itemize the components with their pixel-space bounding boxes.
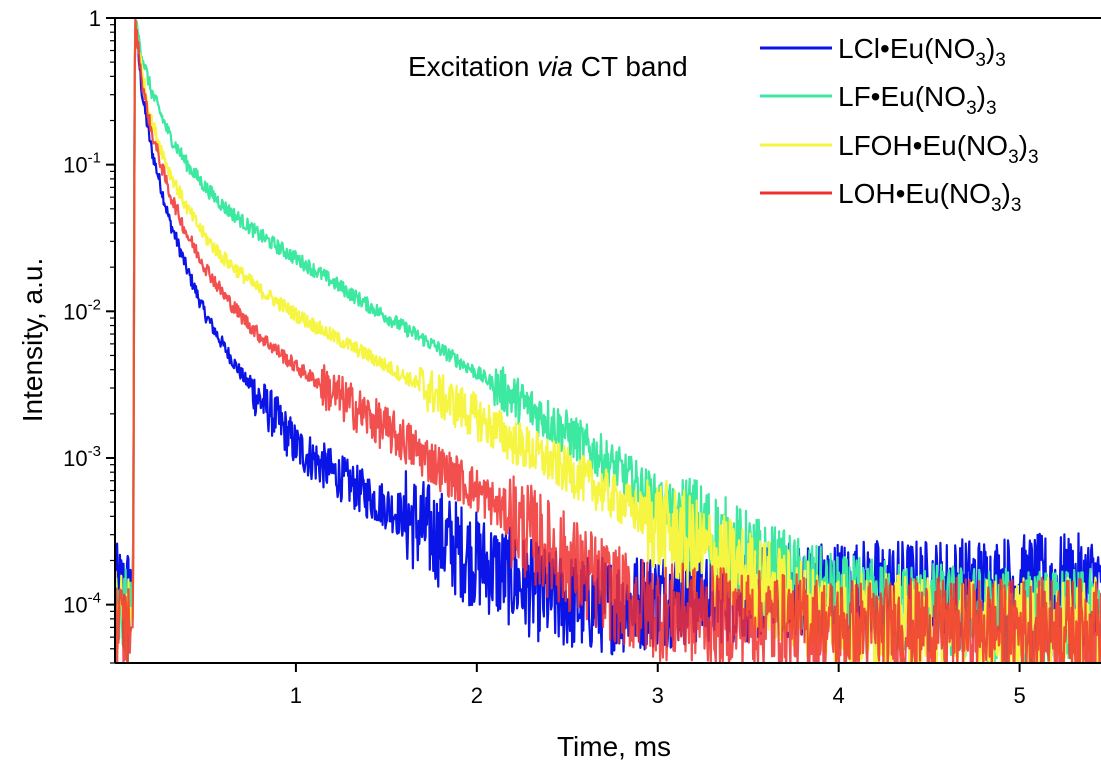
tick-marks <box>106 17 1021 672</box>
series-line-1 <box>115 24 1101 656</box>
annotation-italic: via <box>537 51 573 82</box>
legend-label: LFOH•Eu(NO3)3 <box>838 130 1039 168</box>
legend-text-part: LOH•Eu(NO <box>838 178 991 209</box>
series-line-4 <box>115 18 1101 663</box>
legend-text-part: ) <box>986 33 995 64</box>
legend-subscript: 3 <box>975 50 986 71</box>
legend-text-part: ) <box>1019 130 1028 161</box>
x-tick-label: 5 <box>1013 683 1025 708</box>
legend-text-part: LFOH•Eu(NO <box>838 130 1008 161</box>
legend-text-part: ) <box>1002 178 1011 209</box>
chart-annotation: Excitation via CT band <box>408 51 688 82</box>
y-axis-title: Intensity, a.u. <box>17 258 48 422</box>
y-tick-exponent: -2 <box>88 296 101 313</box>
legend-text-part: LF•Eu(NO <box>838 81 966 112</box>
y-tick-exponent: -4 <box>88 590 101 607</box>
legend-label: LF•Eu(NO3)3 <box>838 81 997 119</box>
legend-subscript: 3 <box>995 50 1006 71</box>
legend-label: LCl•Eu(NO3)3 <box>838 33 1006 71</box>
x-tick-label: 1 <box>290 683 302 708</box>
legend-subscript: 3 <box>986 98 997 119</box>
y-tick-exponent: -3 <box>88 443 101 460</box>
legend-text-part: ) <box>977 81 986 112</box>
y-tick-base: 10 <box>63 299 87 324</box>
y-tick-label: 10-3 <box>63 443 101 471</box>
legend-subscript: 3 <box>1028 147 1039 168</box>
x-tick-label: 3 <box>652 683 664 708</box>
y-tick-base: 10 <box>63 153 87 178</box>
x-tick-label: 2 <box>471 683 483 708</box>
legend-subscript: 3 <box>1011 195 1022 216</box>
legend: LCl•Eu(NO3)3LF•Eu(NO3)3LFOH•Eu(NO3)3LOH•… <box>760 33 1039 216</box>
y-tick-exponent: -1 <box>88 150 101 167</box>
y-tick-base: 1 <box>89 6 101 31</box>
legend-subscript: 3 <box>966 98 977 119</box>
legend-label: LOH•Eu(NO3)3 <box>838 178 1021 216</box>
series-line-3 <box>115 19 1101 663</box>
y-tick-label: 1 <box>89 6 101 31</box>
y-tick-base: 10 <box>63 446 87 471</box>
x-tick-label: 4 <box>833 683 845 708</box>
annotation-suffix: CT band <box>573 51 688 82</box>
y-tick-base: 10 <box>63 593 87 618</box>
legend-text-part: LCl•Eu(NO <box>838 33 975 64</box>
plot-area <box>115 18 1101 663</box>
legend-subscript: 3 <box>1008 147 1019 168</box>
x-tick-labels: 1 2 3 4 5 <box>290 683 1026 708</box>
x-axis-title: Time, ms <box>557 731 671 762</box>
y-tick-label: 10-4 <box>63 590 101 618</box>
axes <box>114 17 1101 664</box>
legend-subscript: 3 <box>991 195 1002 216</box>
y-tick-labels: 110-110-210-310-4 <box>63 6 101 618</box>
annotation-prefix: Excitation <box>408 51 537 82</box>
y-tick-label: 10-1 <box>63 150 101 178</box>
y-tick-label: 10-2 <box>63 296 101 324</box>
